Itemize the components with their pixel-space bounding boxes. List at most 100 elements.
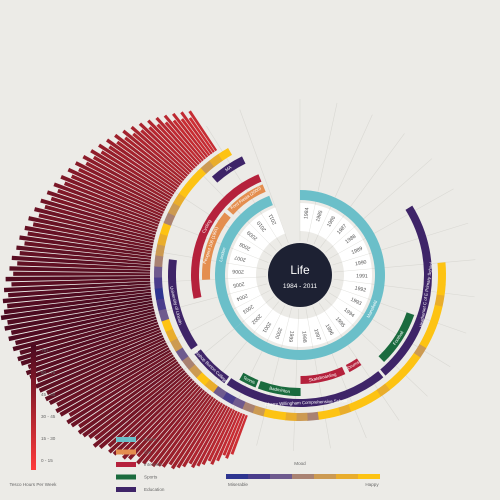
tesco-legend-label: 15 - 30 — [41, 436, 56, 441]
tesco-bar — [157, 394, 212, 467]
mood-segment — [154, 265, 163, 278]
mood-legend-swatch — [336, 474, 358, 479]
mood-legend-title: Mood — [294, 461, 306, 466]
tesco-bar — [106, 138, 178, 190]
tesco-bar — [130, 125, 189, 177]
mood-segment — [434, 294, 445, 308]
year-divider — [228, 263, 257, 269]
year-tick-label: 1984 — [303, 207, 310, 219]
year-divider — [343, 268, 372, 272]
mood-segment — [163, 212, 176, 226]
year-divider — [281, 317, 290, 345]
tesco-bar — [188, 117, 215, 153]
tesco-bar — [3, 292, 152, 315]
mood-segment — [284, 412, 297, 421]
tesco-legend: 0 - 15 15 - 30 30 - 45 45 - 60 60 - 75 75+ Tes… — [10, 345, 57, 487]
mood-segment — [437, 273, 447, 286]
year-tick-label: 1990 — [355, 259, 368, 267]
year-tick-label: 1993 — [349, 297, 362, 307]
tesco-bar — [29, 327, 161, 380]
tesco-bar — [94, 367, 184, 441]
mood-segment — [384, 376, 399, 391]
mood-segment — [196, 371, 210, 386]
tesco-bar — [108, 376, 191, 454]
mood-segment — [154, 254, 164, 267]
legend-label-interests: Interests — [144, 462, 162, 467]
mood-segment — [157, 233, 168, 247]
mood-segment — [436, 284, 446, 297]
tesco-bar — [24, 225, 153, 251]
tesco-bar — [50, 196, 157, 233]
mood-segment — [185, 175, 200, 190]
year-tick-label: 1999 — [287, 330, 295, 342]
tesco-bar — [136, 386, 201, 458]
mood-segment — [154, 287, 165, 300]
tesco-bar — [53, 182, 160, 225]
tesco-bar — [34, 332, 163, 389]
mood-segment — [175, 347, 189, 361]
tesco-bar — [124, 136, 183, 184]
tesco-bar — [48, 342, 168, 406]
tesco-bar — [168, 398, 217, 466]
tesco-bar — [38, 213, 155, 243]
tesco-bar — [172, 119, 206, 160]
tesco-bar — [180, 118, 211, 157]
tesco-bar — [32, 222, 153, 249]
mood-legend-swatch — [226, 474, 248, 479]
mood-legend: Mood Miserable Happy — [226, 461, 380, 487]
year-divider — [343, 280, 372, 285]
year-tick-label: 1985 — [315, 210, 324, 223]
tesco-bar — [5, 275, 151, 282]
tesco-bar — [148, 126, 194, 171]
mood-ring — [154, 147, 447, 422]
mood-segment — [222, 391, 236, 405]
ring-segment-ford-fiesta-2000 — [227, 184, 266, 215]
tesco-bar — [20, 319, 158, 366]
year-tick-label: 2011 — [268, 213, 278, 226]
tesco-bar — [90, 149, 172, 200]
mood-segment — [231, 397, 246, 410]
tesco-bar — [108, 145, 177, 193]
ring-segment-peugeot-106-1991 — [202, 212, 231, 280]
legend-swatch-home — [116, 437, 136, 442]
tesco-bar — [141, 389, 205, 465]
tesco-bar — [70, 356, 176, 428]
legend-label-home: Home — [144, 437, 157, 442]
mood-segment — [437, 262, 446, 274]
mood-segment — [155, 243, 166, 257]
year-ring-band — [228, 203, 372, 347]
year-tick-label: 2006 — [232, 268, 244, 275]
tesco-bar — [17, 316, 157, 362]
ring-label-ma: MA — [224, 165, 232, 173]
mood-segment — [262, 408, 276, 419]
tesco-bar — [19, 235, 152, 257]
mood-segment — [154, 277, 163, 289]
mood-segment — [419, 334, 432, 349]
mood-segment — [241, 401, 256, 414]
ring-label-drums: Drums — [347, 359, 361, 370]
tesco-bar — [8, 284, 151, 298]
tesco-bar — [24, 241, 152, 259]
legend-swatch-sports — [116, 474, 136, 480]
mood-segment — [212, 385, 227, 399]
tesco-bar — [92, 155, 171, 202]
year-divider — [309, 204, 316, 233]
ring-segment-skateboarding — [300, 366, 346, 384]
mood-segment — [181, 355, 195, 370]
mood-segment — [400, 361, 414, 376]
tesco-bar — [27, 322, 159, 369]
mood-segment — [158, 308, 170, 322]
ring-segment-bishop-burton-college — [194, 349, 230, 384]
year-tick-label: 1996 — [324, 323, 335, 336]
legend-label-education: Education — [144, 487, 165, 492]
tesco-bar — [176, 401, 221, 469]
tesco-bar — [36, 329, 162, 383]
year-divider — [317, 209, 330, 235]
tesco-bar — [74, 161, 167, 209]
year-divider — [337, 297, 362, 313]
year-divider — [338, 239, 363, 254]
mood-segment — [173, 192, 186, 207]
ring-label-london: London — [218, 246, 227, 262]
tesco-bar — [11, 278, 151, 287]
tesco-bar — [180, 111, 213, 155]
